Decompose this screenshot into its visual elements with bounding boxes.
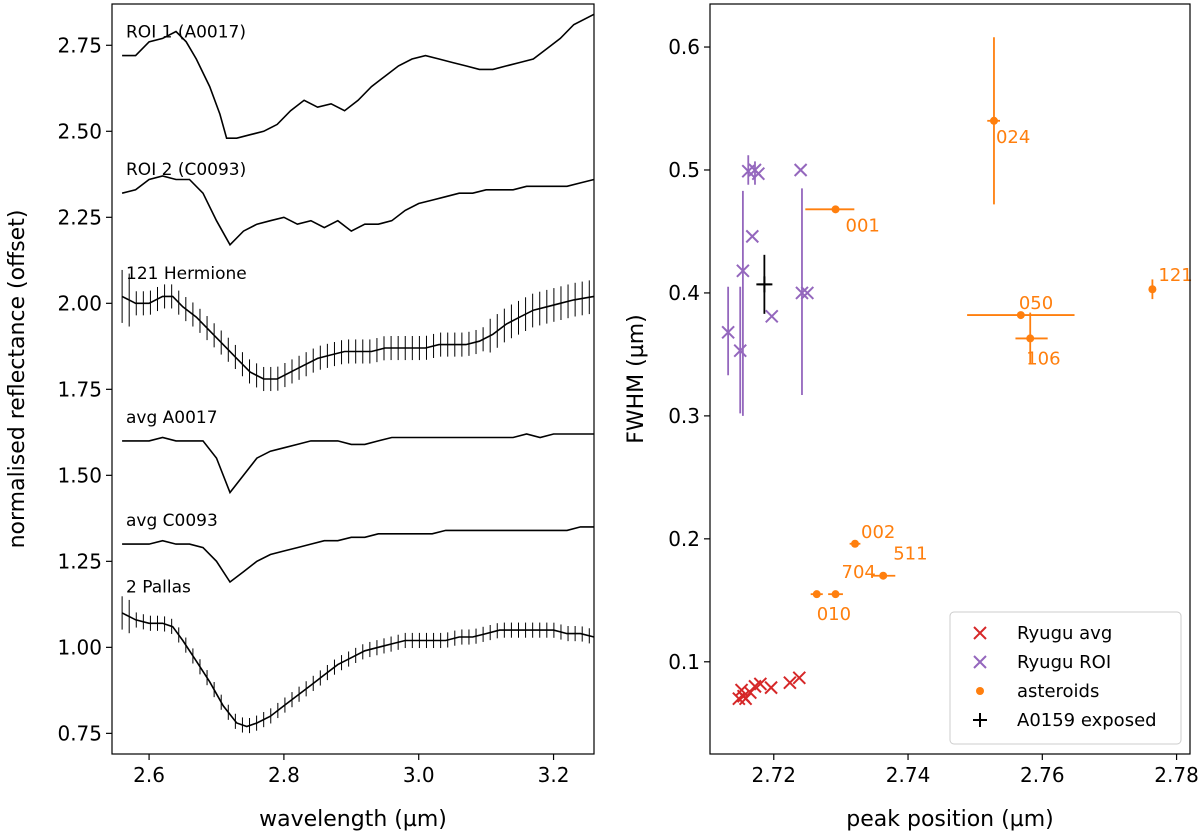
right-ticks: 2.72 2.74 2.76 2.78 0.1 0.2 0.3 0.4 0.5 0.6 bbox=[668, 35, 1199, 787]
left-x-tick-label: 2.6 bbox=[133, 763, 165, 787]
spectrum-line bbox=[121, 612, 595, 728]
asteroid-label: 704 bbox=[842, 562, 876, 583]
right-x-tick-label: 2.78 bbox=[1154, 763, 1199, 787]
left-y-axis-label: normalised reflectance (offset) bbox=[5, 210, 30, 549]
right-x-tick-label: 2.76 bbox=[1020, 763, 1065, 787]
asteroid-label: 001 bbox=[846, 215, 880, 236]
spectrum-label: avg C0093 bbox=[126, 511, 218, 531]
scatter-x-marker bbox=[800, 286, 815, 300]
scatter-x-marker bbox=[745, 229, 760, 244]
legend-marker bbox=[973, 713, 987, 727]
legend-marker bbox=[973, 626, 987, 640]
left-y-tick-label: 2.50 bbox=[57, 119, 102, 143]
spectrum-line bbox=[121, 175, 595, 247]
scatter-x-marker bbox=[733, 344, 747, 358]
scatter-dot-marker bbox=[851, 539, 860, 548]
right-y-tick-label: 0.3 bbox=[668, 404, 700, 428]
scatter-x-marker bbox=[743, 685, 757, 700]
left-y-tick-label: 1.00 bbox=[57, 635, 102, 659]
scatter-x-marker bbox=[764, 680, 778, 695]
spectrum-line bbox=[122, 433, 594, 495]
scatter-plus-marker bbox=[756, 276, 773, 293]
scatter-x-marker bbox=[736, 264, 750, 278]
legend-marker bbox=[973, 655, 987, 669]
left-x-axis-label: wavelength (µm) bbox=[259, 807, 447, 832]
left-x-tick-label: 3.0 bbox=[403, 763, 435, 787]
scatter-dot-marker bbox=[879, 571, 888, 580]
spectrum-label: 2 Pallas bbox=[126, 577, 191, 597]
left-y-tick-label: 2.25 bbox=[57, 205, 102, 229]
scatter-dot-marker bbox=[831, 205, 840, 214]
spectrum-label: 121 Hermione bbox=[126, 264, 247, 284]
left-axes-frame bbox=[111, 3, 595, 755]
asteroid-label: 010 bbox=[817, 604, 851, 625]
left-x-tick-label: 3.2 bbox=[538, 763, 570, 787]
scatter-dot-marker bbox=[1026, 334, 1035, 343]
spectrum-line bbox=[122, 13, 595, 139]
scatter-x-marker bbox=[751, 166, 766, 181]
scatter-x-marker bbox=[721, 325, 735, 339]
asteroid-label: 002 bbox=[861, 522, 895, 543]
left-y-tick-label: 0.75 bbox=[57, 721, 102, 745]
scatter-dot-marker bbox=[831, 590, 840, 599]
left-y-tick-label: 1.75 bbox=[57, 377, 102, 401]
spectrum-label: ROI 2 (C0093) bbox=[126, 160, 246, 180]
left-y-tick-label: 2.75 bbox=[57, 33, 102, 57]
right-y-tick-label: 0.2 bbox=[668, 527, 700, 551]
spectrum-line bbox=[122, 526, 594, 584]
spectrum-line bbox=[121, 295, 595, 380]
left-y-tick-label: 2.00 bbox=[57, 291, 102, 315]
scatter-x-marker bbox=[795, 286, 809, 300]
scatter-dot-marker bbox=[812, 590, 821, 599]
right-y-tick-label: 0.1 bbox=[668, 650, 700, 674]
spectrum-label: ROI 1 (A0017) bbox=[126, 23, 246, 43]
legend-label: asteroids bbox=[1017, 681, 1099, 702]
legend: Ryugu avg Ryugu ROI asteroids A0159 exposed bbox=[949, 611, 1182, 745]
right-x-tick-label: 2.74 bbox=[886, 763, 931, 787]
right-y-tick-label: 0.4 bbox=[668, 281, 700, 305]
left-ticks: 2.6 2.8 3.0 3.2 0.75 1.00 1.25 1.50 1.75 2.00 2.25… bbox=[57, 33, 569, 787]
left-panel: ROI 1 (A0017) ROI 2 (C0093) 121 Hermione av… bbox=[5, 3, 595, 832]
right-y-axis-label: FWHM (µm) bbox=[624, 314, 649, 444]
right-y-tick-label: 0.5 bbox=[668, 158, 700, 182]
scatter-dot-marker bbox=[989, 116, 998, 125]
asteroid-label: 106 bbox=[1026, 348, 1060, 369]
asteroid-label: 050 bbox=[1019, 293, 1053, 314]
right-y-tick-label: 0.6 bbox=[668, 35, 700, 59]
scatter-x-marker bbox=[793, 163, 808, 177]
legend-label: Ryugu ROI bbox=[1017, 652, 1111, 673]
scatter-x-marker bbox=[753, 677, 768, 691]
asteroid-label: 121 bbox=[1158, 265, 1192, 286]
left-plot-area: ROI 1 (A0017) ROI 2 (C0093) 121 Hermione av… bbox=[121, 13, 595, 734]
scatter-x-marker bbox=[765, 309, 779, 324]
left-y-tick-label: 1.50 bbox=[57, 463, 102, 487]
legend-items: Ryugu avg Ryugu ROI asteroids A0159 exposed bbox=[973, 623, 1157, 731]
right-x-tick-label: 2.72 bbox=[752, 763, 797, 787]
right-axes-frame bbox=[709, 3, 1191, 755]
asteroid-label: 511 bbox=[893, 544, 927, 565]
spectrum-label: avg A0017 bbox=[126, 408, 218, 428]
left-y-tick-label: 1.25 bbox=[57, 549, 102, 573]
legend-label: A0159 exposed bbox=[1017, 710, 1157, 731]
legend-box bbox=[949, 611, 1182, 745]
legend-label: Ryugu avg bbox=[1017, 623, 1112, 644]
scatter-x-marker bbox=[783, 675, 797, 690]
right-x-axis-label: peak position (µm) bbox=[846, 807, 1053, 832]
scatter-x-marker bbox=[792, 671, 806, 685]
scatter-dot-marker bbox=[1016, 311, 1025, 320]
scatter-x-marker bbox=[738, 691, 753, 706]
asteroid-label: 024 bbox=[996, 127, 1030, 148]
scatter-dot-marker bbox=[1148, 285, 1157, 294]
legend-marker bbox=[976, 687, 984, 695]
left-x-tick-label: 2.8 bbox=[268, 763, 300, 787]
